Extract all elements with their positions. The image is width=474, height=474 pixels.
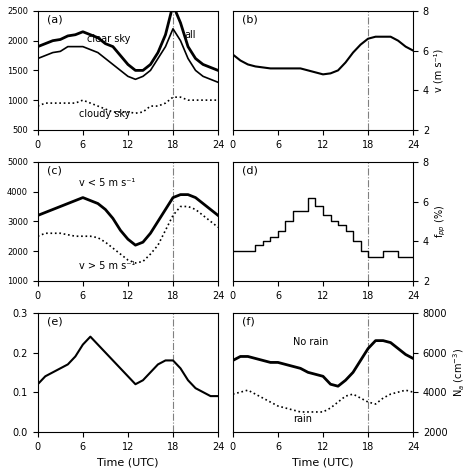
X-axis label: Time (UTC): Time (UTC)	[97, 457, 159, 467]
Text: v > 5 m s⁻¹: v > 5 m s⁻¹	[79, 261, 136, 271]
X-axis label: Time (UTC): Time (UTC)	[292, 457, 354, 467]
Text: No rain: No rain	[293, 337, 328, 346]
Text: cloudy sky: cloudy sky	[79, 109, 130, 119]
Y-axis label: N$_a$ (cm$^{-3}$): N$_a$ (cm$^{-3}$)	[452, 348, 467, 397]
Text: (e): (e)	[47, 317, 63, 327]
Y-axis label: f$_{pp}$ (%): f$_{pp}$ (%)	[433, 205, 447, 238]
Text: all: all	[184, 30, 196, 40]
Text: v < 5 m s⁻¹: v < 5 m s⁻¹	[79, 178, 136, 188]
Text: clear sky: clear sky	[87, 35, 130, 45]
Text: (a): (a)	[47, 15, 63, 25]
Y-axis label: v (m s⁻¹): v (m s⁻¹)	[433, 49, 443, 92]
Text: (c): (c)	[47, 165, 62, 175]
Text: (b): (b)	[242, 15, 258, 25]
Text: (d): (d)	[242, 165, 258, 175]
Text: (f): (f)	[242, 317, 255, 327]
Text: rain: rain	[293, 414, 312, 424]
